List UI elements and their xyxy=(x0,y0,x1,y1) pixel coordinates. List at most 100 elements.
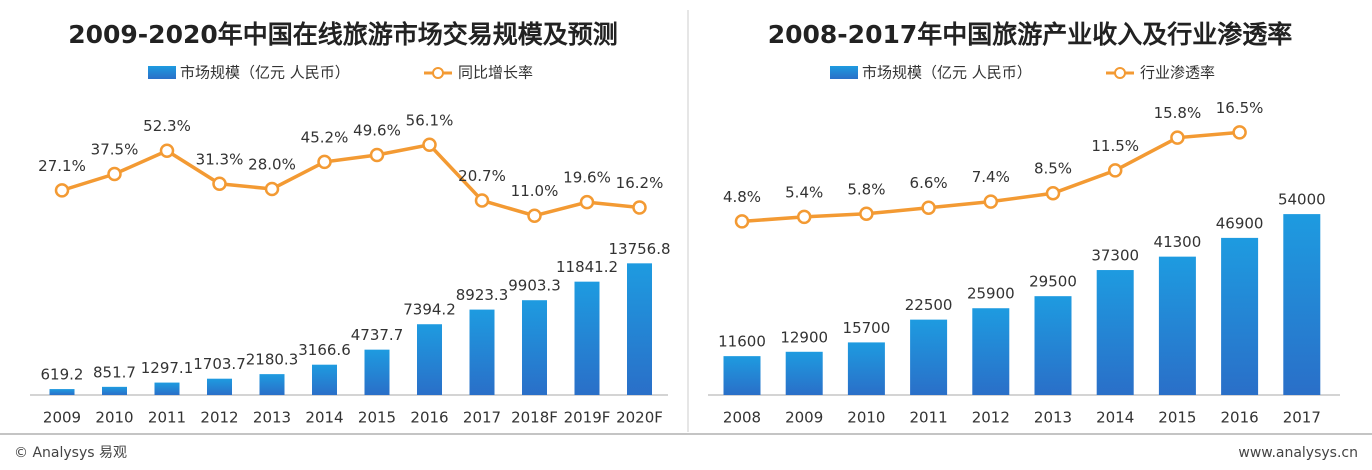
x-tick-label: 2010 xyxy=(95,409,133,427)
bar-label: 619.2 xyxy=(41,366,84,384)
x-tick-label: 2009 xyxy=(785,409,823,427)
chart-title: 2009-2020年中国在线旅游市场交易规模及预测 xyxy=(68,20,618,49)
footer-right: www.analysys.cn xyxy=(1238,445,1358,461)
bar-label: 2180.3 xyxy=(246,351,299,369)
bar xyxy=(1158,256,1196,395)
bar xyxy=(1096,270,1134,395)
bar xyxy=(469,309,495,395)
line-label: 11.0% xyxy=(511,182,559,200)
line-label: 28.0% xyxy=(248,155,296,173)
line-label: 52.3% xyxy=(143,117,191,135)
line-label: 4.8% xyxy=(723,188,761,206)
x-tick-label: 2013 xyxy=(1034,409,1072,427)
bar-label: 9903.3 xyxy=(508,277,561,295)
line-marker xyxy=(159,143,175,158)
bar xyxy=(364,349,390,395)
line-marker xyxy=(1232,125,1247,140)
bar-label: 29500 xyxy=(1029,273,1077,291)
bar-label: 4737.7 xyxy=(351,326,404,344)
line-label: 31.3% xyxy=(196,150,244,168)
bar xyxy=(522,300,547,395)
line-marker xyxy=(54,183,70,198)
x-tick-label: 2014 xyxy=(1096,409,1134,427)
line-marker xyxy=(1045,185,1061,201)
line-label: 19.6% xyxy=(563,169,611,187)
bar-label: 11841.2 xyxy=(556,258,618,276)
bar xyxy=(785,351,823,395)
bar-label: 3166.6 xyxy=(298,341,351,359)
bar xyxy=(259,374,285,395)
legend-marker xyxy=(1114,67,1126,79)
bar-label: 22500 xyxy=(905,296,953,314)
x-tick-label: 2020F xyxy=(616,409,663,427)
line-marker xyxy=(264,181,280,197)
bar-label: 46900 xyxy=(1216,214,1264,232)
x-tick-label: 2019F xyxy=(564,409,611,427)
x-tick-label: 2011 xyxy=(910,409,948,427)
line-label: 45.2% xyxy=(301,128,349,146)
x-tick-label: 2016 xyxy=(410,409,448,427)
line-marker xyxy=(474,193,490,208)
line-marker xyxy=(212,176,227,192)
line-label: 15.8% xyxy=(1154,104,1202,122)
bar-label: 12900 xyxy=(780,328,828,346)
line-marker xyxy=(1170,130,1185,145)
line-label: 56.1% xyxy=(406,111,454,129)
line-marker xyxy=(422,137,437,153)
bar-label: 54000 xyxy=(1278,191,1326,209)
line-marker xyxy=(1107,163,1123,178)
legend-swatch xyxy=(830,66,858,79)
line-label: 8.5% xyxy=(1034,160,1072,178)
x-tick-label: 2015 xyxy=(358,409,396,427)
bar-label: 1297.1 xyxy=(141,359,194,377)
bar xyxy=(574,281,600,395)
line-marker xyxy=(632,200,647,215)
bar xyxy=(207,378,232,395)
bar xyxy=(417,324,442,395)
x-tick-label: 2016 xyxy=(1221,409,1259,427)
legend-label: 行业渗透率 xyxy=(1140,64,1215,82)
bar xyxy=(102,386,127,395)
bar-label: 851.7 xyxy=(93,363,136,381)
line-label: 11.5% xyxy=(1091,137,1139,155)
line-marker xyxy=(107,166,122,182)
legend-label: 市场规模（亿元 人民币） xyxy=(862,64,1032,82)
bar xyxy=(847,342,885,395)
line-label: 5.4% xyxy=(785,183,823,201)
x-tick-label: 2017 xyxy=(1283,409,1321,427)
bar-label: 25900 xyxy=(967,285,1015,303)
line-label: 5.8% xyxy=(847,180,885,198)
x-tick-label: 2013 xyxy=(253,409,291,427)
line-marker xyxy=(734,214,750,229)
bar xyxy=(1221,237,1259,395)
x-tick-label: 2010 xyxy=(847,409,885,427)
bar xyxy=(312,364,337,395)
x-tick-label: 2009 xyxy=(43,409,81,427)
legend-marker xyxy=(432,67,444,79)
x-tick-label: 2018F xyxy=(511,409,558,427)
footer-left: © Analysys 易观 xyxy=(14,445,127,461)
bar-label: 13756.8 xyxy=(608,240,670,258)
legend-swatch xyxy=(148,66,176,79)
x-tick-label: 2008 xyxy=(723,409,761,427)
line-label: 27.1% xyxy=(38,157,86,175)
x-tick-label: 2014 xyxy=(305,409,343,427)
x-tick-label: 2012 xyxy=(972,409,1010,427)
x-tick-label: 2017 xyxy=(463,409,501,427)
line xyxy=(61,142,640,218)
bar-label: 7394.2 xyxy=(403,301,456,319)
bar xyxy=(627,263,652,395)
line-marker xyxy=(859,206,874,222)
bar xyxy=(1034,296,1072,395)
line-marker xyxy=(921,200,936,215)
line-label: 20.7% xyxy=(458,167,506,185)
bar xyxy=(154,382,180,395)
bar xyxy=(1283,214,1321,395)
line-label: 16.2% xyxy=(616,174,664,192)
line-marker xyxy=(983,194,999,209)
chart-title: 2008-2017年中国旅游产业收入及行业渗透率 xyxy=(768,20,1293,49)
line-marker xyxy=(579,194,595,210)
line-label: 37.5% xyxy=(91,141,139,159)
bar-label: 41300 xyxy=(1154,233,1202,251)
legend-label: 市场规模（亿元 人民币） xyxy=(180,64,350,82)
